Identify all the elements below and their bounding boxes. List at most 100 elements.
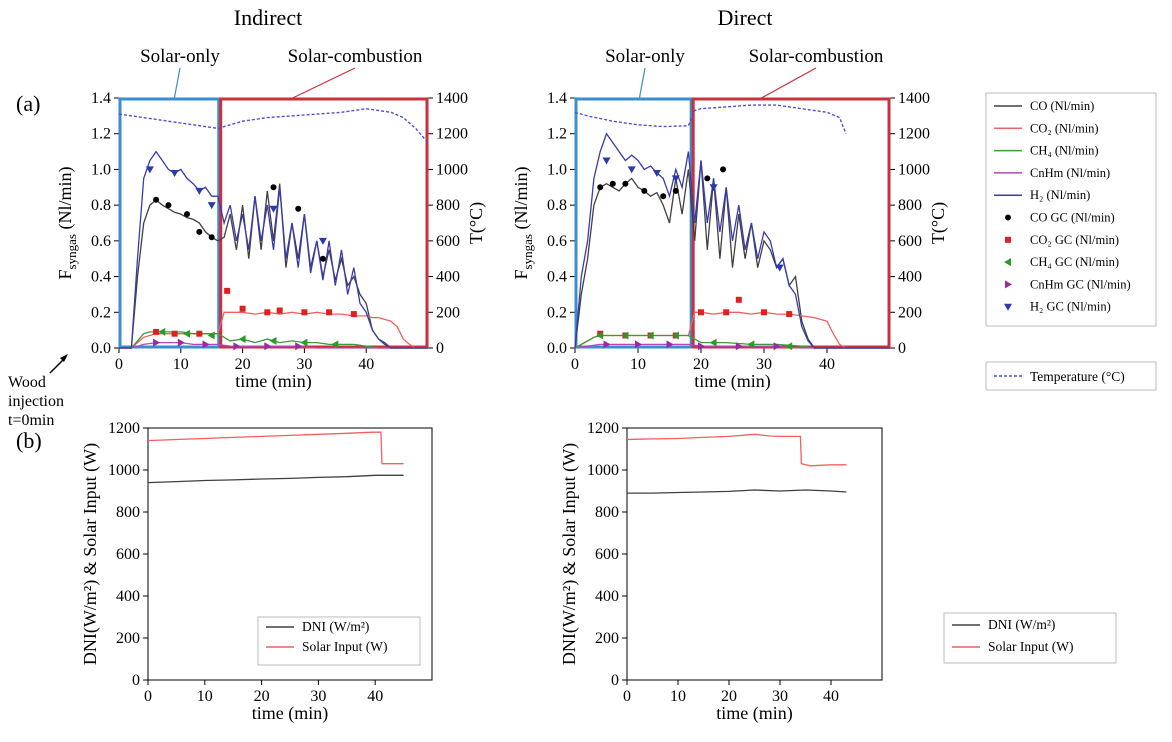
y2-tick-label: 0 — [436, 340, 444, 357]
y-tick-label: 400 — [116, 588, 140, 605]
y-tick-label: 0.4 — [91, 269, 111, 286]
y-tick-label: 1.2 — [91, 126, 111, 143]
y-tick-label: 1200 — [587, 420, 619, 437]
gc-point — [698, 342, 705, 351]
series-temperature-line — [574, 104, 847, 134]
series-dniwm-line — [627, 489, 847, 494]
x-tick-label: 40 — [823, 688, 839, 705]
gc-point — [153, 196, 160, 203]
gc-point — [709, 184, 718, 192]
gc-point — [773, 342, 781, 351]
gc-point — [723, 309, 730, 316]
y-axis-label-main: F — [55, 269, 75, 279]
phase-pointer-1 — [292, 67, 356, 99]
panel-b-label: (b) — [16, 428, 42, 453]
gc-point — [666, 340, 674, 349]
x-tick-label: 0 — [144, 688, 152, 705]
gc-point — [269, 205, 278, 213]
x-axis-label: time (min) — [716, 703, 792, 724]
x-tick-label: 30 — [310, 688, 326, 705]
gc-point — [652, 170, 661, 177]
wood-arrow-head — [60, 354, 68, 362]
y-tick-label: 600 — [595, 546, 619, 563]
gc-point — [603, 340, 611, 349]
y2-tick-label: 400 — [898, 269, 922, 286]
gc-point — [602, 157, 611, 165]
x-tick-label: 40 — [819, 356, 835, 373]
x-axis-label: time (min) — [235, 371, 311, 392]
gc-point — [264, 309, 271, 316]
y-axis-label: DNI(W/m²) & Solar Input (W) — [80, 443, 101, 665]
plot-frame — [574, 97, 891, 349]
y-tick-label: 1000 — [108, 462, 140, 479]
y-axis-label-rest: (Nl/min) — [55, 167, 76, 235]
y-tick-label: 0 — [611, 672, 619, 689]
gc-point — [153, 338, 161, 347]
legend-label: CnHm GC (Nl/min) — [1030, 277, 1131, 291]
y-tick-label: 0.4 — [547, 269, 567, 286]
y-tick-label: 1.0 — [547, 161, 567, 178]
y2-tick-label: 400 — [436, 269, 460, 286]
plot-frame — [626, 427, 883, 681]
legend-marker — [1004, 303, 1012, 311]
y-tick-label: 200 — [595, 630, 619, 647]
phase-pointer-0 — [173, 67, 181, 99]
gc-point — [301, 309, 308, 316]
series-dniwm-line — [147, 474, 404, 484]
y-tick-label: 0.2 — [547, 304, 567, 321]
series-co-line — [119, 311, 428, 349]
gc-point — [326, 309, 333, 316]
gc-point — [195, 187, 204, 195]
series-solarinputw-line — [626, 433, 847, 467]
series-cnhm-line — [574, 343, 890, 349]
gc-point — [264, 342, 272, 351]
gc-point — [596, 331, 604, 340]
y2-tick-label: 1400 — [436, 90, 468, 107]
gc-point — [207, 202, 216, 210]
gc-point — [276, 307, 283, 314]
legend-marker — [1005, 280, 1012, 289]
wood-line-1: Wood — [8, 374, 46, 391]
legend-label: H₂ GC (Nl/min) — [1030, 300, 1111, 314]
gc-point — [709, 338, 717, 347]
legend-label: CH₄ GC (Nl/min) — [1030, 255, 1119, 269]
legend-label: DNI (W/m²) — [988, 617, 1055, 632]
gc-point — [269, 336, 277, 345]
phase-box-0 — [574, 97, 693, 349]
gc-point — [761, 309, 767, 316]
gc-point — [786, 311, 793, 318]
x-tick-label: 20 — [254, 688, 270, 705]
y-tick-label: 1200 — [108, 420, 140, 437]
phase-pointer-0 — [638, 67, 646, 99]
x-axis-label: time (min) — [694, 371, 770, 392]
legend-label: CO₂ (Nl/min) — [1030, 121, 1099, 135]
gc-point — [627, 166, 636, 174]
gc-point — [597, 184, 604, 191]
x-tick-label: 20 — [721, 688, 737, 705]
gc-point — [318, 237, 327, 245]
gc-point — [233, 342, 241, 351]
y2-tick-label: 600 — [436, 233, 460, 250]
y-axis-label-rest: (Nl/min) — [511, 167, 532, 235]
legend-label: DNI (W/m²) — [302, 619, 369, 634]
legend-label: CnHm (Nl/min) — [1030, 166, 1110, 180]
gc-point — [202, 340, 210, 349]
gc-point — [170, 170, 179, 177]
x-tick-label: 40 — [367, 688, 383, 705]
y-tick-label: 800 — [116, 504, 140, 521]
y-tick-label: 400 — [595, 588, 619, 605]
gc-point — [165, 202, 172, 209]
series-temperature-line — [118, 107, 429, 144]
gc-point — [704, 175, 711, 182]
x-tick-label: 40 — [358, 356, 374, 373]
legend-marker — [1004, 258, 1011, 267]
wood-line-3: t=0min — [8, 412, 54, 429]
series-h-line — [574, 132, 890, 349]
panel-a-label: (a) — [16, 91, 40, 116]
gc-point — [735, 296, 742, 303]
gc-point — [331, 340, 339, 349]
gc-point — [775, 264, 784, 272]
y2-tick-label: 1000 — [436, 161, 468, 178]
wood-line-2: injection — [8, 393, 64, 410]
